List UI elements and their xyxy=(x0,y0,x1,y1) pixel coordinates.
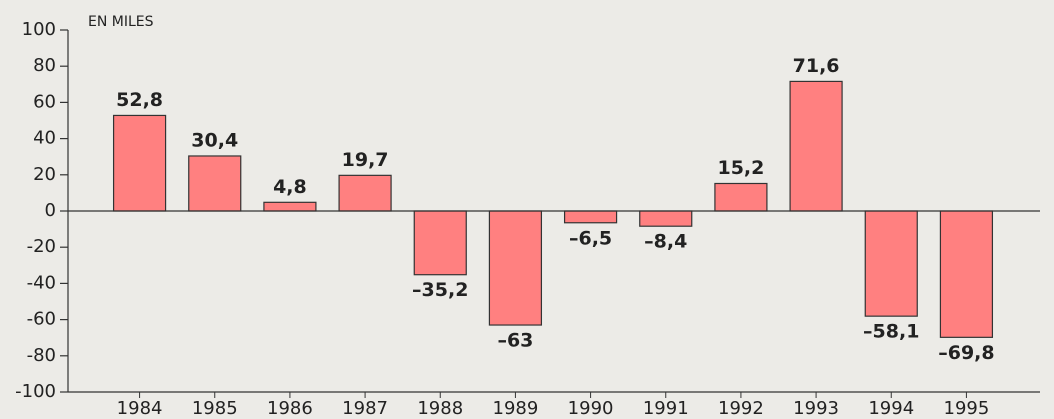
bar xyxy=(563,210,618,224)
value-label: 30,4 xyxy=(191,129,238,151)
bar xyxy=(263,201,317,212)
x-tick-label: 1994 xyxy=(868,398,914,419)
value-label: –6,5 xyxy=(569,227,612,249)
x-tick-label: 1989 xyxy=(493,398,539,419)
value-label: 15,2 xyxy=(717,157,764,179)
x-tick-label: 1987 xyxy=(342,398,388,419)
y-tick-label: 40 xyxy=(33,128,56,149)
bar xyxy=(488,210,543,326)
value-label: –35,2 xyxy=(412,279,468,301)
y-tick-label: 0 xyxy=(45,200,56,221)
x-tick-label: 1995 xyxy=(944,398,990,419)
bar xyxy=(864,210,918,317)
bar xyxy=(939,210,994,338)
x-tick-label: 1993 xyxy=(793,398,839,419)
y-tick-label: -60 xyxy=(27,309,56,330)
x-tick-label: 1991 xyxy=(643,398,689,419)
value-label: 71,6 xyxy=(793,55,840,77)
bar xyxy=(789,80,843,212)
y-tick-label: -80 xyxy=(27,345,56,366)
y-tick-label: 20 xyxy=(33,164,56,185)
x-tick-label: 1992 xyxy=(718,398,764,419)
x-tick-label: 1984 xyxy=(117,398,163,419)
bar xyxy=(188,155,242,212)
value-label: 52,8 xyxy=(116,89,163,111)
x-tick-label: 1990 xyxy=(568,398,614,419)
x-tick-label: 1988 xyxy=(417,398,463,419)
bar xyxy=(112,114,167,212)
value-label: 4,8 xyxy=(273,176,307,198)
y-tick-label: 80 xyxy=(33,55,56,76)
unit-annotation: EN MILES xyxy=(88,14,154,30)
value-label: –8,4 xyxy=(644,231,687,253)
value-label: 19,7 xyxy=(342,149,389,171)
value-label: –63 xyxy=(497,330,533,352)
y-tick-label: 60 xyxy=(33,91,56,112)
x-tick-label: 1985 xyxy=(192,398,238,419)
value-label: –69,8 xyxy=(938,342,994,364)
y-tick-label: -20 xyxy=(27,236,56,257)
bar xyxy=(338,174,392,212)
x-tick-label: 1986 xyxy=(267,398,313,419)
value-label: –58,1 xyxy=(863,321,919,343)
bar xyxy=(639,210,693,227)
y-tick-label: -40 xyxy=(27,272,56,293)
y-tick-label: 100 xyxy=(22,19,56,40)
bar xyxy=(413,210,467,276)
y-tick-label: -100 xyxy=(15,381,56,402)
bar xyxy=(714,182,768,212)
